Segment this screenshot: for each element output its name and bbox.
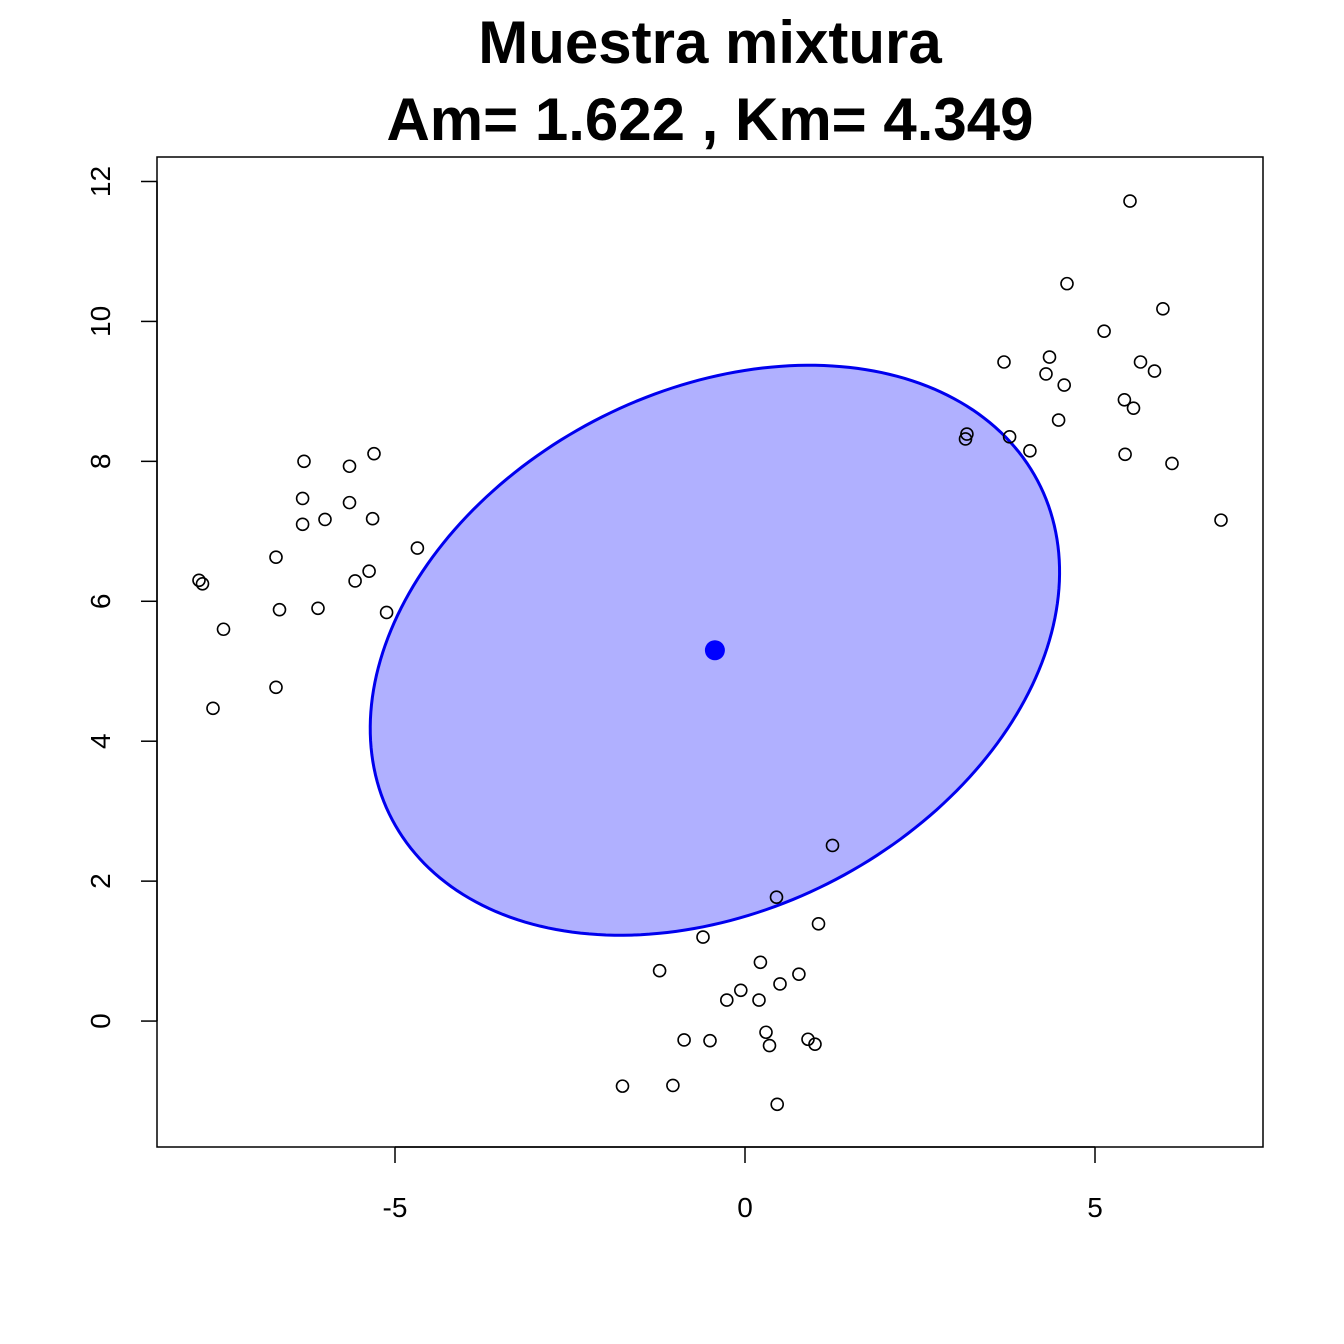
center-point	[704, 640, 725, 661]
data-point	[1214, 513, 1228, 527]
data-point	[759, 1025, 773, 1040]
data-point	[318, 512, 332, 527]
data-point	[773, 977, 787, 991]
x-tick-label: -5	[383, 1192, 408, 1223]
data-point	[1051, 413, 1066, 427]
data-point	[1002, 430, 1017, 444]
chart-title: Muestra mixtura	[478, 9, 942, 76]
data-point	[272, 602, 287, 617]
data-point	[1039, 367, 1053, 381]
data-point	[1057, 378, 1071, 392]
data-point	[652, 963, 667, 978]
data-point	[365, 511, 380, 526]
data-point	[342, 495, 357, 510]
data-point	[295, 517, 310, 532]
data-point	[770, 1097, 785, 1112]
data-point	[719, 993, 734, 1007]
data-point	[762, 1038, 777, 1053]
data-point	[1133, 355, 1148, 369]
y-tick-label: 2	[85, 873, 116, 889]
data-point	[753, 955, 768, 970]
data-point	[1097, 324, 1111, 339]
data-point	[1156, 302, 1170, 316]
data-point	[958, 432, 973, 446]
data-point	[825, 838, 840, 853]
data-point	[348, 574, 362, 588]
data-point	[696, 930, 710, 944]
data-point	[615, 1079, 630, 1093]
data-point	[811, 917, 826, 931]
data-point	[677, 1033, 691, 1047]
data-point	[769, 890, 784, 905]
data-point	[311, 601, 325, 616]
data-point	[1147, 364, 1162, 378]
data-point	[410, 541, 425, 555]
data-point	[1165, 456, 1179, 471]
y-tick-label: 10	[85, 306, 116, 337]
plot-area	[156, 156, 1264, 1148]
data-point	[367, 446, 381, 461]
y-tick-label: 6	[85, 593, 116, 609]
data-point	[703, 1033, 717, 1048]
data-point	[1126, 401, 1141, 415]
data-point	[1023, 444, 1037, 458]
data-point	[297, 454, 311, 469]
y-tick-label: 8	[85, 454, 116, 470]
data-point	[379, 605, 394, 620]
x-tick-label: 0	[737, 1192, 753, 1223]
data-point	[206, 701, 220, 716]
data-point	[792, 967, 806, 981]
data-point	[752, 993, 766, 1007]
data-point	[1117, 392, 1132, 407]
data-point	[269, 680, 283, 695]
data-point	[295, 491, 310, 506]
data-point	[801, 1032, 815, 1047]
data-point	[733, 983, 748, 998]
data-point	[216, 622, 231, 637]
data-point	[269, 550, 283, 564]
data-point	[1123, 194, 1137, 208]
x-axis: -5 0 5	[383, 1146, 1103, 1223]
data-point	[997, 355, 1011, 369]
x-tick-label: 5	[1087, 1192, 1103, 1223]
data-point	[1060, 276, 1074, 291]
data-point	[1042, 350, 1057, 364]
data-point	[342, 459, 357, 474]
y-tick-label: 12	[85, 166, 116, 197]
data-point	[195, 576, 210, 591]
y-axis: 0 2 4 6 8 10 12	[85, 166, 158, 1029]
data-point	[666, 1078, 680, 1093]
chart-subtitle: Am= 1.622 , Km= 4.349	[386, 86, 1033, 153]
data-point	[808, 1037, 822, 1051]
y-tick-label: 0	[85, 1013, 116, 1029]
data-point	[1118, 447, 1132, 462]
y-tick-label: 4	[85, 733, 116, 749]
data-point	[362, 564, 376, 578]
data-point	[192, 573, 206, 588]
